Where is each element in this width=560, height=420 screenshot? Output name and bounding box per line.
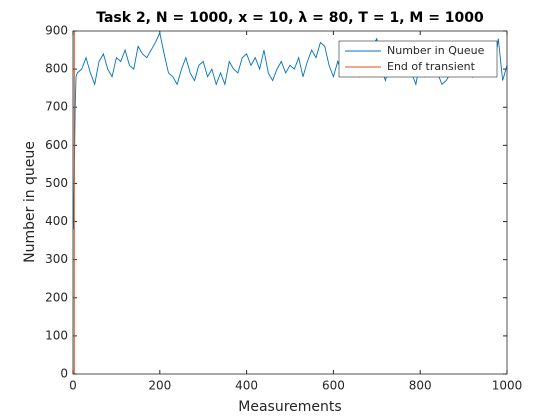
y-tick-label: 100 xyxy=(45,328,68,342)
legend-box xyxy=(338,40,498,78)
y-tick-label: 900 xyxy=(45,24,68,38)
y-tick-label: 300 xyxy=(45,252,68,266)
chart-title: Task 2, N = 1000, x = 10, λ = 80, T = 1,… xyxy=(96,10,484,26)
legend-label: End of transient xyxy=(387,60,476,73)
x-tick-label: 1000 xyxy=(492,379,523,393)
y-tick-label: 600 xyxy=(45,138,68,152)
x-tick-label: 0 xyxy=(69,379,77,393)
y-tick-label: 500 xyxy=(45,176,68,190)
y-tick-label: 800 xyxy=(45,62,68,76)
y-tick-label: 0 xyxy=(60,367,68,381)
x-tick-label: 200 xyxy=(148,379,171,393)
y-axis-label: Number in queue xyxy=(22,141,38,263)
y-tick-label: 400 xyxy=(45,214,68,228)
y-tick-label: 700 xyxy=(45,100,68,114)
x-axis-label: Measurements xyxy=(238,399,341,415)
axes-box xyxy=(72,30,508,375)
x-tick-label: 600 xyxy=(322,379,345,393)
legend-label: Number in Queue xyxy=(387,44,485,57)
y-tick-label: 200 xyxy=(45,290,68,304)
x-tick-label: 400 xyxy=(235,379,258,393)
x-tick-label: 800 xyxy=(409,379,432,393)
